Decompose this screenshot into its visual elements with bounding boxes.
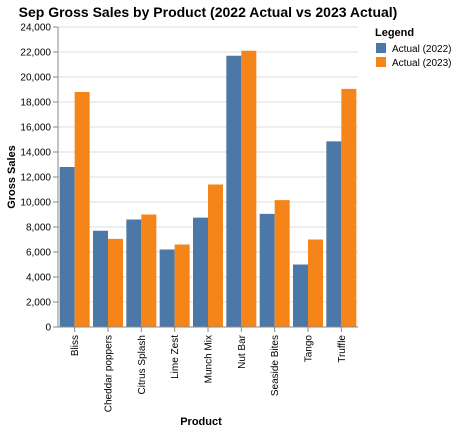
y-tick-label: 10,000	[20, 198, 51, 209]
y-tick-label: 18,000	[20, 98, 51, 109]
x-tick-label: Bliss	[70, 335, 81, 356]
bar	[193, 217, 208, 327]
bar	[241, 50, 257, 327]
x-tick-label: Nut Bar	[237, 334, 248, 369]
y-tick-label: 4,000	[26, 273, 51, 284]
x-tick-label: Seaside Bites	[270, 335, 281, 396]
bar	[259, 213, 275, 327]
y-tick-label: 14,000	[20, 148, 51, 159]
x-tick-label: Citrus Splash	[137, 335, 148, 394]
y-tick-label: 8,000	[26, 223, 51, 234]
bars	[59, 50, 357, 327]
bar	[326, 141, 342, 327]
bar	[159, 249, 175, 327]
legend-title: Legend	[375, 27, 414, 39]
axes: 0 2,000 4,000 6,000 8,000 10,000 12,000 14,000 1…	[20, 23, 358, 412]
legend: Legend Actual (2022) Actual (2023)	[375, 27, 451, 69]
bar	[308, 239, 323, 327]
chart-title: Sep Gross Sales by Product (2022 Actual …	[19, 4, 398, 20]
legend-swatch	[376, 43, 386, 53]
y-tick-label: 0	[45, 323, 51, 334]
y-tick-label: 24,000	[20, 23, 51, 34]
bar	[141, 214, 157, 327]
legend-label: Actual (2023)	[392, 58, 451, 69]
x-axis-title: Product	[180, 416, 222, 428]
y-tick-label: 2,000	[26, 298, 51, 309]
y-tick-label: 16,000	[20, 123, 51, 134]
bar	[274, 200, 290, 327]
bar	[74, 92, 90, 327]
bar	[293, 264, 308, 327]
y-axis-title: Gross Sales	[6, 145, 18, 209]
x-tick-label: Tango	[304, 335, 315, 363]
bar	[59, 167, 75, 327]
bar	[108, 238, 123, 327]
x-tick-label: Truffle	[337, 335, 348, 363]
y-tick-label: 22,000	[20, 48, 51, 59]
bar	[208, 184, 223, 327]
bar	[341, 88, 357, 327]
legend-swatch	[376, 57, 386, 67]
y-tick-label: 12,000	[20, 173, 51, 184]
x-tick-label: Cheddar poppers	[104, 335, 115, 412]
y-tick-label: 20,000	[20, 73, 51, 84]
y-tick-label: 6,000	[26, 248, 51, 259]
x-tick-label: Lime Zest	[170, 335, 181, 379]
legend-label: Actual (2022)	[392, 44, 451, 55]
bar	[226, 55, 242, 327]
bar	[126, 219, 142, 327]
bar	[93, 230, 108, 327]
bar	[174, 244, 190, 327]
x-tick-label: Munch Mix	[204, 335, 215, 383]
